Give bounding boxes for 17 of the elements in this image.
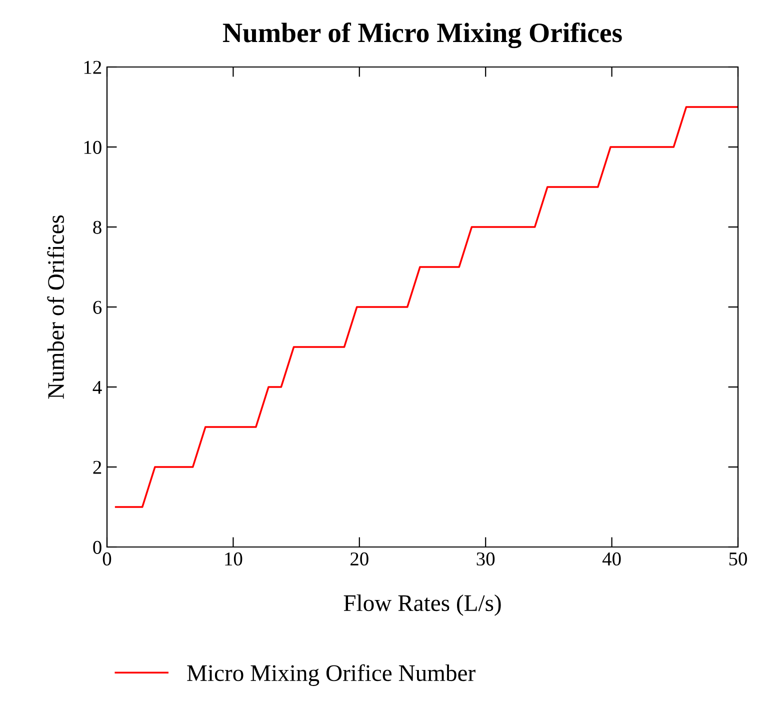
y-tick-label: 4 [92,380,102,394]
y-tick-label: 0 [93,540,102,554]
x-tick-label: 50 [729,552,747,566]
y-tick-label: 10 [84,140,102,154]
y-tick-label: 6 [93,300,102,314]
y-tick-label: 8 [93,220,102,234]
y-tick-label: 12 [84,60,102,74]
x-axis-title: Flow Rates (L/s) [344,594,501,616]
x-tick-label: 10 [225,552,242,566]
x-tick-label: 0 [102,552,112,566]
legend-label: Micro Mixing Orifice Number [187,664,476,686]
chart-title: Number of Micro Mixing Orifices [222,22,622,48]
y-axis-title: Number of Orifices [47,215,64,399]
x-tick-label: 40 [602,552,621,566]
x-tick-label: 20 [350,552,368,566]
x-tick-label: 30 [476,552,495,566]
y-tick-label: 2 [93,460,102,474]
